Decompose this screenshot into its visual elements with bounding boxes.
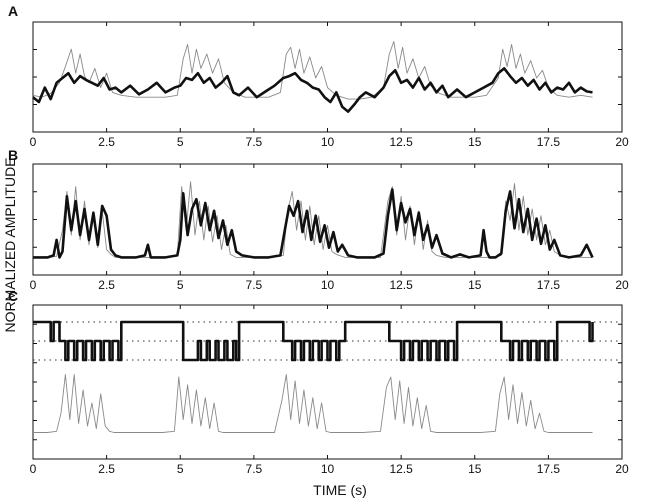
- panel-label-c: C: [8, 288, 18, 304]
- x-tick-label: 12.5: [389, 135, 413, 149]
- x-tick-label: 7.5: [246, 462, 263, 476]
- x-tick-label: 12.5: [389, 462, 413, 476]
- x-axis-title: TIME (s): [313, 482, 367, 498]
- x-tick-label: 10: [321, 278, 335, 292]
- x-tick-label: 20: [615, 278, 629, 292]
- panel-a: 0 2.5 5 7.5 10 12.5 15 17.5 20: [30, 21, 629, 149]
- series-line-gray: [33, 374, 593, 433]
- x-tick-label: 15: [468, 462, 482, 476]
- panel-c: 0 2.5 5 7.5 10 12.5 15 17.5 20: [30, 304, 629, 476]
- series-line-black: [32, 67, 593, 113]
- plot-frame: [32, 21, 623, 133]
- x-tick-label: 15: [468, 135, 482, 149]
- x-tick-label: 10: [321, 135, 335, 149]
- panel-label-b: B: [8, 147, 18, 163]
- x-tick-label: 20: [615, 462, 629, 476]
- x-tick-label: 5: [177, 462, 184, 476]
- panel-b: 0 2.5 5 7.5 10 12.5 15 17.5 20: [30, 163, 629, 292]
- y-axis-title: NORMALIZED AMPLITUDE: [2, 157, 18, 332]
- x-tick-label: 0: [30, 462, 37, 476]
- x-tick-label: 12.5: [389, 278, 413, 292]
- x-tick-label: 17.5: [537, 278, 561, 292]
- x-tick-label: 5: [177, 278, 184, 292]
- x-tick-label: 10: [321, 462, 335, 476]
- x-tick-label: 2.5: [98, 462, 115, 476]
- series-line-black: [33, 320, 594, 362]
- x-tick-label: 17.5: [537, 135, 561, 149]
- x-tick-label: 15: [468, 278, 482, 292]
- panels-group: 0 2.5 5 7.5 10 12.5 15 17.5 20 0 2.5 5 7.5 10 12.5 15 17…: [30, 21, 629, 476]
- x-tick-label: 2.5: [98, 278, 115, 292]
- series-line-black: [33, 188, 594, 259]
- x-tick-label: 7.5: [246, 135, 263, 149]
- series-line-gray: [32, 41, 593, 100]
- x-tick-label: 17.5: [537, 462, 561, 476]
- x-tick-label: 5: [177, 135, 184, 149]
- x-tick-label: 2.5: [98, 135, 115, 149]
- x-tick-label: 0: [30, 135, 37, 149]
- panel-label-a: A: [8, 3, 18, 19]
- x-tick-label: 7.5: [246, 278, 263, 292]
- x-tick-label: 20: [615, 135, 629, 149]
- x-tick-label: 0: [30, 278, 37, 292]
